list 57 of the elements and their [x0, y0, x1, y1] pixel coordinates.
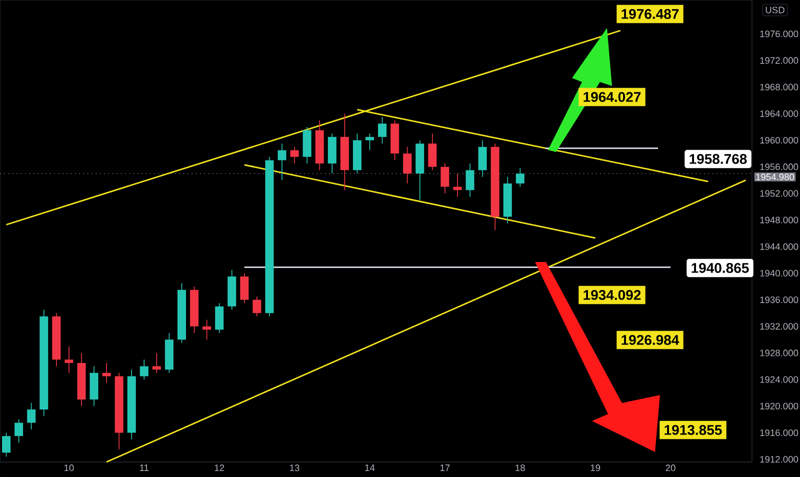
candlestick — [152, 352, 161, 374]
candlestick — [428, 133, 437, 171]
candlestick — [240, 272, 249, 304]
x-tick-label: 12 — [214, 464, 224, 472]
y-tick-label: 1936.000 — [760, 296, 798, 304]
annotation: 1926.984 — [622, 335, 680, 345]
y-tick-label: 1932.000 — [760, 323, 798, 330]
candlestick — [453, 173, 462, 198]
candlestick — [440, 163, 450, 194]
y-tick-label: 1944.000 — [760, 243, 798, 250]
y-tick-label: 1952.000 — [760, 190, 798, 197]
y-tick-label: 1928.000 — [760, 350, 798, 356]
candlestick — [252, 296, 262, 317]
candlestick — [215, 302, 224, 334]
annotation: 1976.487 — [622, 9, 679, 19]
candlestick — [478, 140, 487, 178]
x-tick-label: 14 — [365, 464, 375, 471]
y-tick-label: 1972.000 — [760, 57, 798, 64]
annotation: 1940.865 — [692, 263, 749, 273]
y-tick-label: 1976.000 — [760, 30, 798, 38]
candlestick — [403, 146, 412, 184]
annotation: 1958.768 — [690, 154, 747, 164]
y-tick-label: 1968.000 — [760, 84, 798, 90]
x-tick-label: 18 — [516, 464, 525, 472]
y-tick-label: 1940.000 — [760, 270, 798, 276]
x-tick-label: 20 — [666, 464, 676, 472]
candlestick — [2, 432, 11, 458]
x-tick-label: 10 — [64, 464, 74, 472]
candlestick — [140, 359, 148, 380]
annotation: 1913.855 — [664, 425, 722, 435]
candlestick — [290, 146, 299, 164]
y-tick-label: 1964.000 — [760, 110, 798, 117]
candlestick — [278, 143, 286, 181]
ref-line-label: 1954.980 — [756, 174, 794, 180]
y-tick-label: 1960.000 — [760, 136, 798, 144]
candlestick — [202, 319, 212, 340]
candlestick — [378, 116, 387, 144]
candlestick — [27, 402, 36, 430]
annotation: 1934.092 — [584, 290, 641, 300]
y-tick-label: 1956.000 — [760, 164, 798, 170]
y-tick-label: 1924.000 — [760, 376, 798, 383]
text: USD — [766, 6, 784, 14]
x-tick-label: 11 — [140, 464, 149, 471]
candlestick — [365, 133, 374, 151]
y-tick-label: 1948.000 — [760, 216, 798, 224]
candlestick — [516, 168, 524, 188]
y-tick-label: 1912.000 — [760, 456, 798, 463]
x-tick-label: 17 — [440, 464, 450, 471]
x-tick-label: 13 — [290, 464, 300, 472]
candlestick — [466, 163, 474, 198]
annotation: 1964.027 — [584, 92, 641, 102]
candlestick — [102, 362, 111, 384]
candlestick — [14, 419, 24, 444]
y-tick-label: 1920.000 — [760, 402, 798, 410]
x-tick-label: 19 — [590, 464, 600, 472]
y-tick-label: 1916.000 — [760, 429, 798, 436]
candlestick — [64, 346, 74, 374]
